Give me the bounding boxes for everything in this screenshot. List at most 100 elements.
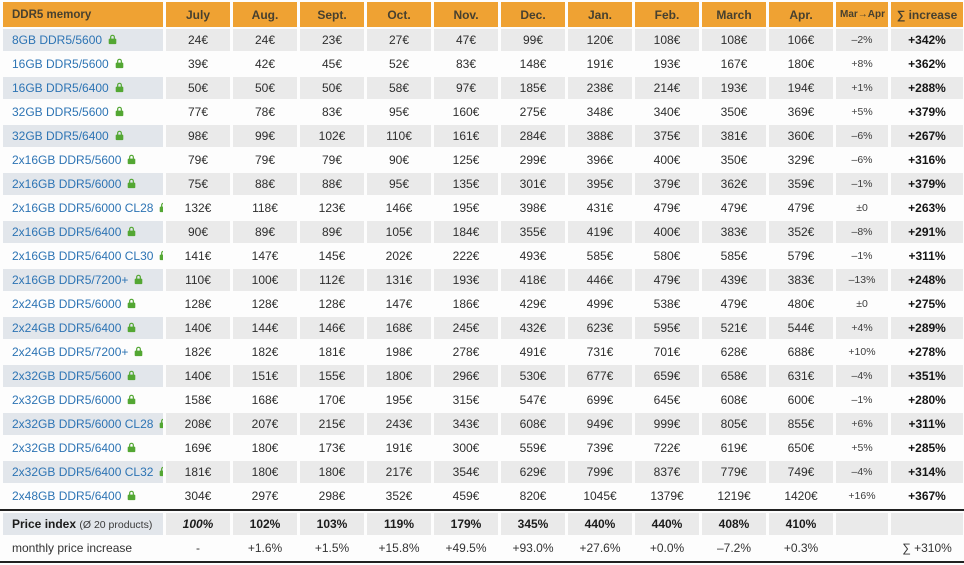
monthly-increase-value: +49.5%: [445, 541, 487, 555]
price-cell: 383€: [702, 221, 766, 243]
price-cell: 105€: [367, 221, 431, 243]
product-link[interactable]: 2x32GB DDR5/6400 CL32: [12, 464, 154, 479]
product-link[interactable]: 2x32GB DDR5/6400: [12, 440, 122, 455]
lock-icon: [133, 274, 144, 288]
table-row: 16GB DDR5/6400 50€ 50€ 50€ 58€ 97€ 185€ 238€ 214…: [3, 77, 963, 99]
price-cell: 628€: [720, 345, 748, 359]
change-cell: –1%: [836, 173, 888, 195]
price-cell: 480€: [787, 297, 815, 311]
price-cell: 120€: [568, 29, 632, 51]
change-cell: +4%: [836, 317, 888, 339]
price-cell: 383€: [769, 269, 833, 291]
price-cell: 99€: [501, 29, 565, 51]
price-cell: 222€: [452, 249, 480, 263]
change-cell: ±0: [856, 202, 868, 214]
price-cell: 182€: [184, 345, 212, 359]
product-link[interactable]: 2x16GB DDR5/7200+: [12, 272, 129, 287]
product-link[interactable]: 2x16GB DDR5/6400 CL30: [12, 248, 154, 263]
price-cell: 547€: [519, 393, 547, 407]
price-cell: 79€: [321, 153, 343, 167]
product-link[interactable]: 2x32GB DDR5/6000: [12, 392, 122, 407]
price-cell: 50€: [166, 77, 230, 99]
price-cell: 1420€: [784, 489, 818, 503]
price-cell: 296€: [434, 365, 498, 387]
price-cell: 348€: [586, 105, 614, 119]
column-header-mar-apr-change: Mar→Apr: [836, 2, 888, 27]
price-cell: 147€: [251, 249, 279, 263]
price-cell: 75€: [166, 173, 230, 195]
price-cell: 168€: [251, 393, 279, 407]
table-header: DDR5 memory July Aug. Sept. Oct. Nov. Dec. Jan.…: [3, 2, 963, 27]
monthly-increase-label: monthly price increase: [12, 541, 133, 555]
price-cell: 146€: [385, 201, 413, 215]
product-link[interactable]: 16GB DDR5/5600: [12, 56, 109, 71]
product-link[interactable]: 32GB DDR5/6400: [12, 128, 109, 143]
price-cell: 110€: [367, 125, 431, 147]
change-cell: –13%: [836, 269, 888, 291]
table-row: 2x24GB DDR5/7200+ 182€ 182€ 181€ 198€ 278€ 491…: [3, 341, 963, 363]
product-link[interactable]: 2x16GB DDR5/6000 CL28: [12, 200, 154, 215]
price-cell: 779€: [702, 461, 766, 483]
price-cell: 419€: [568, 221, 632, 243]
product-link[interactable]: 2x16GB DDR5/6400: [12, 224, 122, 239]
price-cell: 42€: [254, 57, 276, 71]
price-cell: 140€: [166, 365, 230, 387]
product-cell: 32GB DDR5/6400: [3, 125, 163, 147]
price-cell: 128€: [251, 297, 279, 311]
product-link[interactable]: 2x48GB DDR5/6400: [12, 488, 122, 503]
product-link[interactable]: 2x24GB DDR5/6000: [12, 296, 122, 311]
price-cell: 198€: [385, 345, 413, 359]
price-cell: 805€: [702, 413, 766, 435]
sum-cell: +289%: [891, 317, 963, 339]
lock-icon: [126, 394, 137, 408]
monthly-increase-value: +0.3%: [783, 541, 819, 555]
price-cell: 180€: [251, 441, 279, 455]
sum-cell: +316%: [908, 153, 946, 167]
price-cell: 359€: [769, 173, 833, 195]
price-cell: 429€: [519, 297, 547, 311]
price-cell: 147€: [385, 297, 413, 311]
column-header-sum-increase: ∑ increase: [891, 2, 963, 27]
product-link[interactable]: 2x16GB DDR5/6000: [12, 176, 122, 191]
price-cell: 585€: [586, 249, 614, 263]
price-cell: 148€: [519, 57, 547, 71]
product-cell: 2x32GB DDR5/6400: [3, 437, 163, 459]
sum-cell: +288%: [891, 77, 963, 99]
product-link[interactable]: 8GB DDR5/5600: [12, 32, 103, 47]
price-cell: 431€: [586, 201, 614, 215]
price-cell: 27€: [367, 29, 431, 51]
price-cell: 182€: [251, 345, 279, 359]
product-link[interactable]: 32GB DDR5/5600: [12, 104, 109, 119]
product-cell: 2x32GB DDR5/5600: [3, 365, 163, 387]
price-table: DDR5 memory July Aug. Sept. Oct. Nov. Dec. Jan.…: [3, 2, 963, 503]
product-link[interactable]: 16GB DDR5/6400: [12, 80, 109, 95]
price-cell: 146€: [300, 317, 364, 339]
price-cell: 125€: [452, 153, 480, 167]
price-cell: 343€: [434, 413, 498, 435]
price-cell: 155€: [300, 365, 364, 387]
price-cell: 354€: [434, 461, 498, 483]
product-cell: 2x32GB DDR5/6000 CL28: [3, 413, 163, 435]
price-cell: 185€: [501, 77, 565, 99]
price-cell: 688€: [787, 345, 815, 359]
price-cell: 245€: [434, 317, 498, 339]
price-cell: 50€: [300, 77, 364, 99]
price-cell: 352€: [769, 221, 833, 243]
price-cell: 731€: [586, 345, 614, 359]
price-index-sum-cell: [891, 513, 963, 535]
price-cell: 160€: [452, 105, 480, 119]
product-link[interactable]: 2x24GB DDR5/7200+: [12, 344, 129, 359]
change-cell: –8%: [836, 221, 888, 243]
sum-cell: +280%: [908, 393, 946, 407]
product-link[interactable]: 2x24GB DDR5/6400: [12, 320, 122, 335]
price-cell: 369€: [787, 105, 815, 119]
price-cell: 195€: [385, 393, 413, 407]
sum-cell: +248%: [891, 269, 963, 291]
product-link[interactable]: 2x16GB DDR5/5600: [12, 152, 122, 167]
product-link[interactable]: 2x32GB DDR5/5600: [12, 368, 122, 383]
price-cell: 479€: [787, 201, 815, 215]
price-cell: 77€: [187, 105, 209, 119]
product-link[interactable]: 2x32GB DDR5/6000 CL28: [12, 416, 154, 431]
price-cell: 118€: [252, 201, 278, 215]
price-cell: 95€: [367, 173, 431, 195]
